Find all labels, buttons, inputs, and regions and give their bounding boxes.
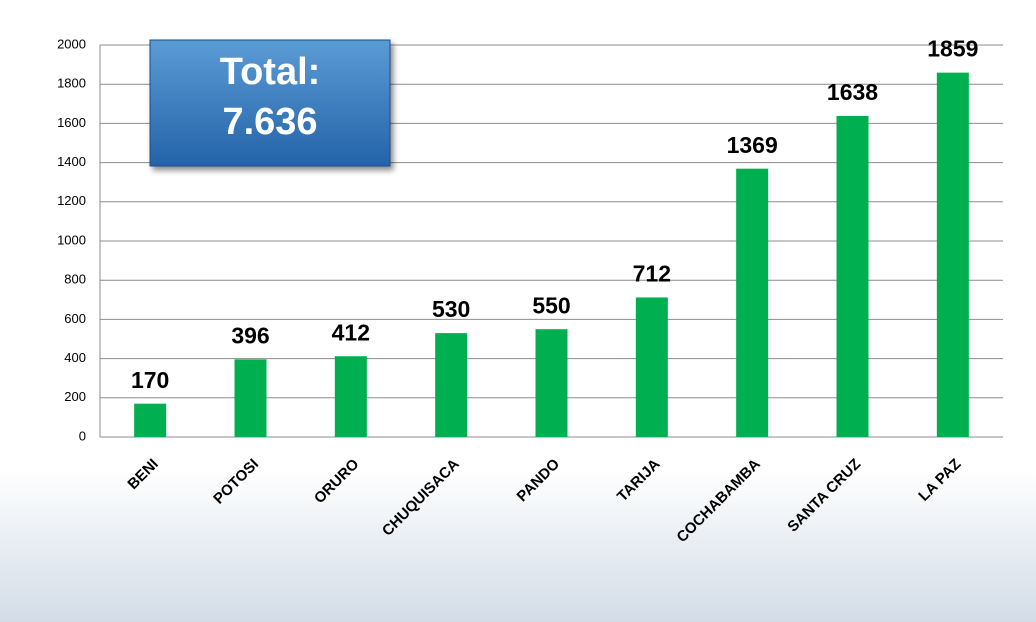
bar [435,333,468,437]
data-label: 712 [633,261,671,287]
y-tick-label: 1000 [57,232,86,247]
annotation: Total: [220,51,321,93]
total-box [149,39,391,167]
data-label: 412 [332,319,370,345]
y-tick-label: 800 [64,272,86,287]
y-tick-label: 1200 [57,193,86,208]
bar [334,356,367,437]
x-tick-label: POTOSI [210,456,262,508]
data-label: 170 [131,367,169,393]
y-tick-label: 0 [79,428,86,443]
y-tick-label: 1600 [57,115,86,130]
data-label: 1859 [927,36,978,62]
bar [234,359,267,437]
x-tick-label: TARIJA [614,455,664,505]
bar [635,297,668,437]
y-tick-label: 1800 [57,76,86,91]
bar [535,329,568,437]
x-tick-label: ORURO [311,455,363,507]
y-tick-label: 400 [64,350,86,365]
bar [936,72,969,438]
annotation: 7.636 [222,101,317,143]
x-tick-label: LA PAZ [915,456,964,505]
bar [836,115,869,438]
x-tick-label: CHUQUISACA [379,455,463,539]
data-label: 1369 [727,132,778,158]
data-label: 550 [532,292,570,318]
bar [736,168,769,437]
data-label: 396 [231,322,269,348]
x-tick-label: PANDO [514,455,564,505]
y-tick-label: 2000 [57,36,86,51]
y-tick-label: 200 [64,389,86,404]
data-label: 1638 [827,79,878,105]
y-tick-label: 1400 [57,154,86,169]
bar [134,403,167,437]
y-tick-label: 600 [64,311,86,326]
x-tick-label: BENI [124,456,161,493]
x-tick-label: SANTA CRUZ [784,456,864,536]
data-label: 530 [432,296,470,322]
x-tick-label: COCHABAMBA [673,455,764,546]
